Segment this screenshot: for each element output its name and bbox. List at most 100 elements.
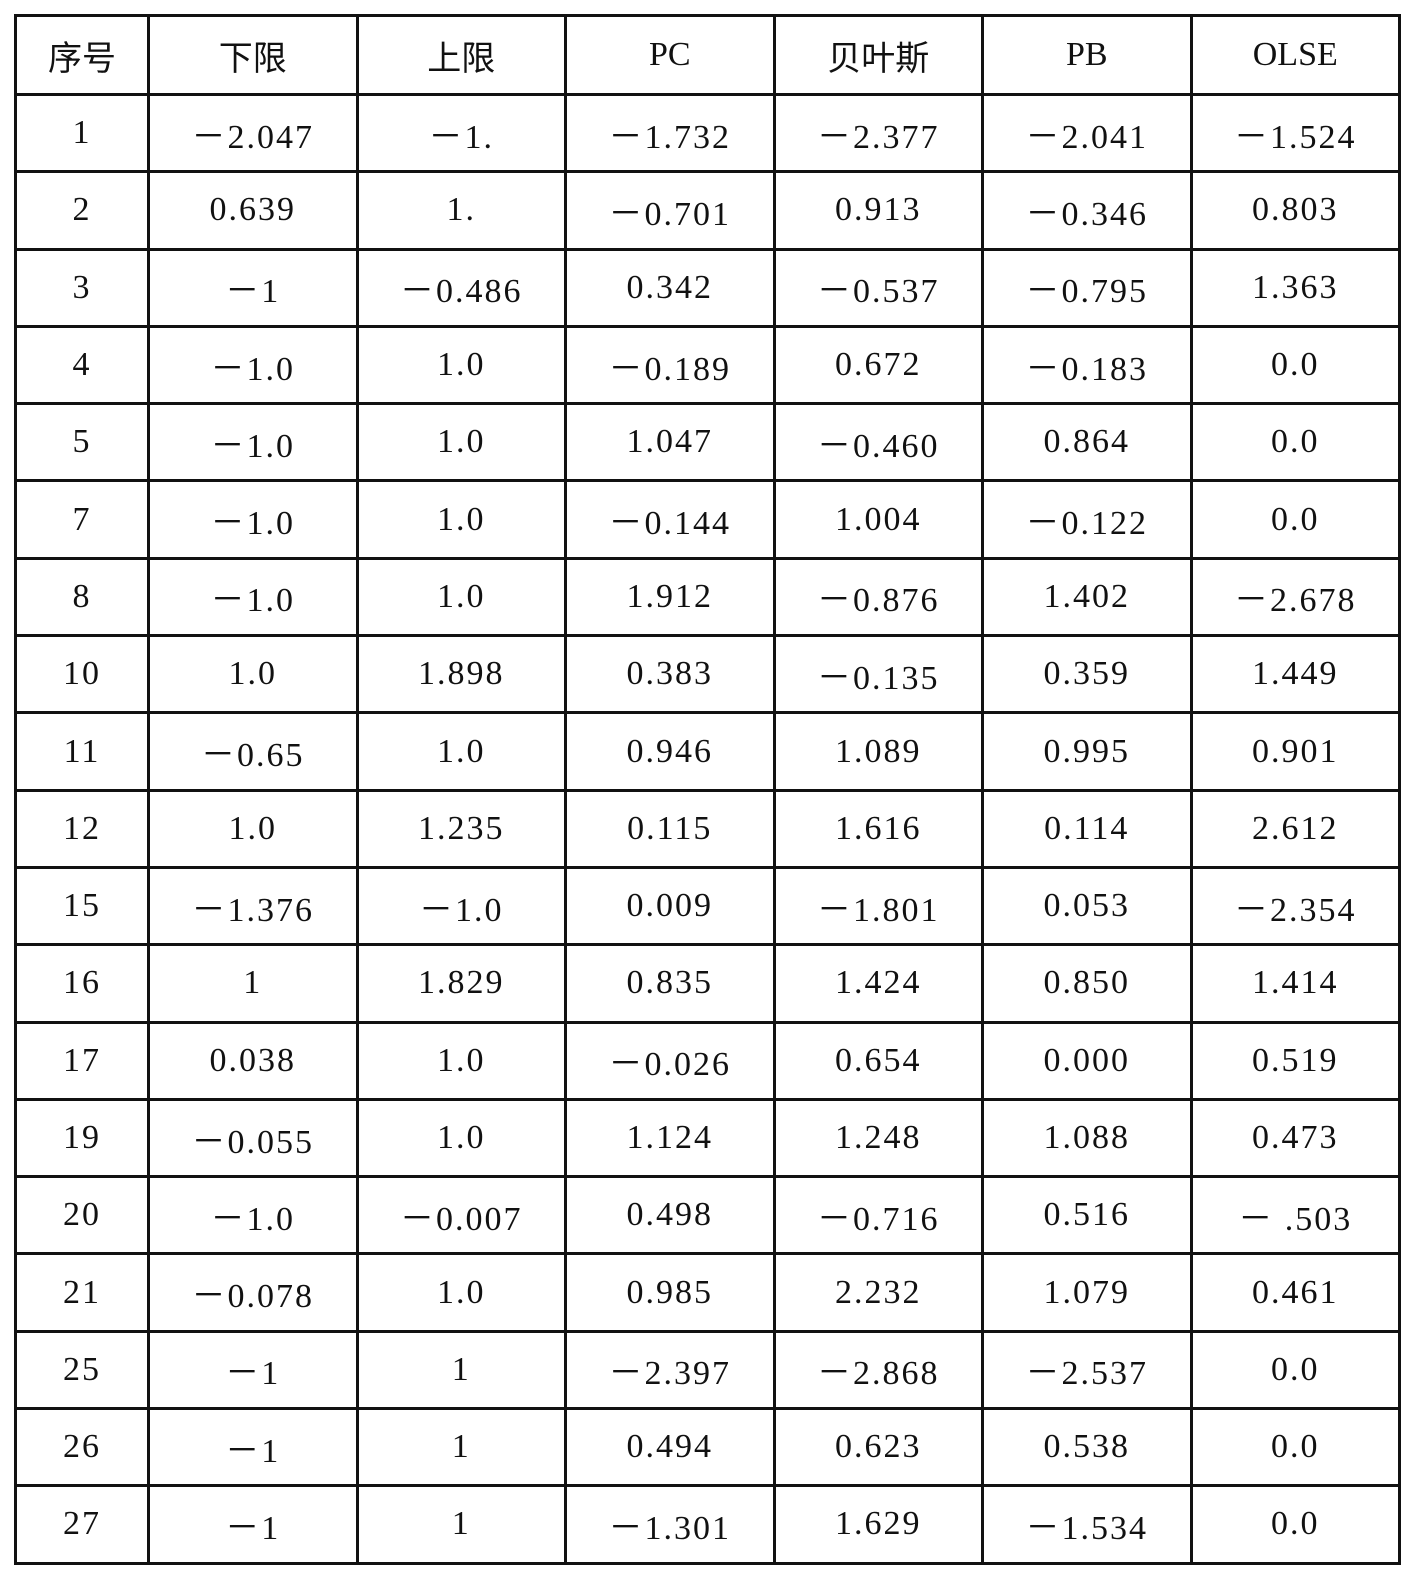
table-cell: 0.672: [772, 324, 984, 406]
table-row: 20 －1.0 －0.007 0.498 －0.716 0.516 － .503: [14, 1175, 1401, 1256]
table-cell: －1.0: [147, 402, 359, 483]
table-cell: 2.232: [772, 1252, 984, 1333]
table-cell: 0.850: [981, 943, 1193, 1024]
table-cell: 1.616: [772, 788, 984, 869]
table-row: 10 1.0 1.898 0.383 －0.135 0.359 1.449: [14, 634, 1401, 715]
table-cell: －1: [147, 1484, 359, 1565]
row-index-cell: 4: [14, 324, 150, 406]
row-index-cell: 7: [14, 479, 150, 560]
table-cell: －1: [147, 1329, 359, 1411]
table-cell: －0.007: [355, 1175, 567, 1256]
table-cell: －0.716: [772, 1175, 984, 1256]
table-cell: 0.473: [1189, 1097, 1401, 1179]
table-row: 21 －0.078 1.0 0.985 2.232 1.079 0.461: [14, 1252, 1401, 1333]
table-cell: 0.519: [1189, 1020, 1401, 1101]
table-cell: 0.114: [981, 788, 1193, 869]
table-cell: 0.864: [981, 402, 1193, 483]
row-index-cell: 12: [14, 788, 150, 869]
table-cell: 1.402: [981, 556, 1193, 638]
table-cell: － .503: [1189, 1175, 1401, 1256]
table-cell: 0.0: [1189, 402, 1401, 483]
table-cell: 1.0: [355, 711, 567, 792]
table-cell: －0.537: [772, 247, 984, 328]
table-cell: 1.363: [1189, 247, 1401, 328]
table-cell: 0.359: [981, 634, 1193, 715]
table-cell: －1.534: [981, 1484, 1193, 1565]
table-cell: －1.301: [564, 1484, 776, 1565]
table-cell: －0.346: [981, 170, 1193, 251]
table-cell: 0.383: [564, 634, 776, 715]
row-index-cell: 21: [14, 1252, 150, 1333]
table-cell: －0.026: [564, 1020, 776, 1101]
table-cell: 1.124: [564, 1097, 776, 1179]
row-index-cell: 10: [14, 634, 150, 715]
table-cell: －1.376: [147, 865, 359, 947]
table-cell: 1.089: [772, 711, 984, 792]
table-cell: 1.0: [355, 1020, 567, 1101]
table-cell: 0.461: [1189, 1252, 1401, 1333]
table-cell: 1.0: [355, 479, 567, 560]
table-row: 12 1.0 1.235 0.115 1.616 0.114 2.612: [14, 788, 1401, 869]
row-index-cell: 5: [14, 402, 150, 483]
table-cell: 1: [147, 943, 359, 1024]
table-cell: －2.354: [1189, 865, 1401, 947]
table-row: 15 －1.376 －1.0 0.009 －1.801 0.053 －2.354: [14, 865, 1401, 947]
table-cell: 1.088: [981, 1097, 1193, 1179]
row-index-cell: 17: [14, 1020, 150, 1101]
table-cell: 0.494: [564, 1407, 776, 1488]
table-cell: －0.078: [147, 1252, 359, 1333]
table-cell: 1: [355, 1407, 567, 1488]
table-row: 25 －1 1 －2.397 －2.868 －2.537 0.0: [14, 1329, 1401, 1411]
table-cell: 0.038: [147, 1020, 359, 1101]
table-row: 17 0.038 1.0 －0.026 0.654 0.000 0.519: [14, 1020, 1401, 1101]
table-cell: －1.732: [564, 92, 776, 174]
table-body: 1 －2.047 －1. －1.732 －2.377 －2.041 －1.524 2 0.639…: [14, 92, 1401, 1565]
table-cell: －2.377: [772, 92, 984, 174]
table-cell: 1.0: [355, 402, 567, 483]
table-row: 11 －0.65 1.0 0.946 1.089 0.995 0.901: [14, 711, 1401, 792]
table-cell: －2.041: [981, 92, 1193, 174]
row-index-cell: 19: [14, 1097, 150, 1179]
table-cell: 0.0: [1189, 324, 1401, 406]
row-index-cell: 2: [14, 170, 150, 251]
column-header: PB: [981, 14, 1193, 96]
table-cell: －2.397: [564, 1329, 776, 1411]
table-cell: 1.: [355, 170, 567, 251]
table-cell: －0.144: [564, 479, 776, 560]
table-cell: 0.0: [1189, 1407, 1401, 1488]
table-cell: 0.009: [564, 865, 776, 947]
table-cell: 1.449: [1189, 634, 1401, 715]
column-header: 序号: [14, 14, 150, 96]
table-cell: 0.946: [564, 711, 776, 792]
table-row: 19 －0.055 1.0 1.124 1.248 1.088 0.473: [14, 1097, 1401, 1179]
table-cell: －1.0: [147, 479, 359, 560]
row-index-cell: 16: [14, 943, 150, 1024]
table-cell: 0.0: [1189, 1484, 1401, 1565]
table-cell: －1.: [355, 92, 567, 174]
table-cell: 1.629: [772, 1484, 984, 1565]
table-cell: 0.995: [981, 711, 1193, 792]
row-index-cell: 1: [14, 92, 150, 174]
table-cell: 0.516: [981, 1175, 1193, 1256]
table-cell: 1.079: [981, 1252, 1193, 1333]
table-row: 2 0.639 1. －0.701 0.913 －0.346 0.803: [14, 170, 1401, 251]
header-row: 序号 下限 上限 PC 贝叶斯 PB OLSE: [14, 14, 1401, 96]
table-row: 1 －2.047 －1. －1.732 －2.377 －2.041 －1.524: [14, 92, 1401, 174]
table-cell: 1.829: [355, 943, 567, 1024]
table-cell: 1.235: [355, 788, 567, 869]
row-index-cell: 27: [14, 1484, 150, 1565]
row-index-cell: 8: [14, 556, 150, 638]
table-cell: －0.876: [772, 556, 984, 638]
table-cell: －0.460: [772, 402, 984, 483]
table-cell: 0.342: [564, 247, 776, 328]
table-row: 8 －1.0 1.0 1.912 －0.876 1.402 －2.678: [14, 556, 1401, 638]
table-cell: 1.248: [772, 1097, 984, 1179]
table-cell: 0.623: [772, 1407, 984, 1488]
table-cell: －1.0: [355, 865, 567, 947]
table-row: 3 －1 －0.486 0.342 －0.537 －0.795 1.363: [14, 247, 1401, 328]
table-cell: 1: [355, 1484, 567, 1565]
table-row: 27 －1 1 －1.301 1.629 －1.534 0.0: [14, 1484, 1401, 1565]
table-cell: 1.004: [772, 479, 984, 560]
table-row: 7 －1.0 1.0 －0.144 1.004 －0.122 0.0: [14, 479, 1401, 560]
table-cell: －1.0: [147, 1175, 359, 1256]
